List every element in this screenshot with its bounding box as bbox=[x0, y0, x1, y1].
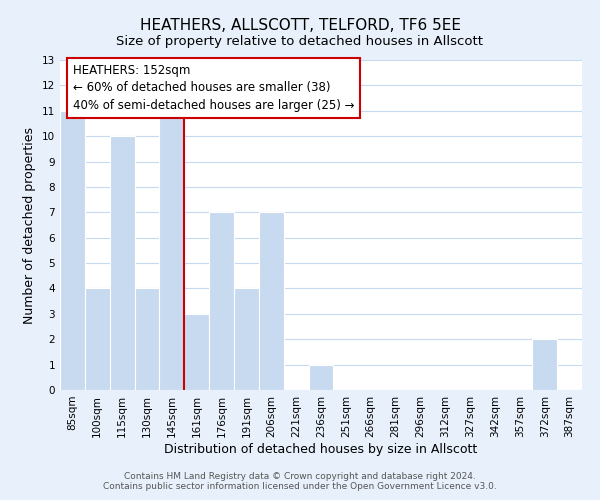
Bar bbox=[134, 288, 160, 390]
Bar bbox=[308, 364, 334, 390]
Bar bbox=[160, 111, 184, 390]
Bar bbox=[209, 212, 234, 390]
Text: HEATHERS, ALLSCOTT, TELFORD, TF6 5EE: HEATHERS, ALLSCOTT, TELFORD, TF6 5EE bbox=[139, 18, 461, 32]
Text: Size of property relative to detached houses in Allscott: Size of property relative to detached ho… bbox=[116, 35, 484, 48]
Bar bbox=[110, 136, 134, 390]
Bar bbox=[85, 288, 110, 390]
Bar bbox=[184, 314, 209, 390]
Bar bbox=[60, 111, 85, 390]
Bar bbox=[532, 339, 557, 390]
X-axis label: Distribution of detached houses by size in Allscott: Distribution of detached houses by size … bbox=[164, 442, 478, 456]
Text: Contains HM Land Registry data © Crown copyright and database right 2024.: Contains HM Land Registry data © Crown c… bbox=[124, 472, 476, 481]
Bar bbox=[259, 212, 284, 390]
Bar bbox=[234, 288, 259, 390]
Text: HEATHERS: 152sqm
← 60% of detached houses are smaller (38)
40% of semi-detached : HEATHERS: 152sqm ← 60% of detached house… bbox=[73, 64, 355, 112]
Y-axis label: Number of detached properties: Number of detached properties bbox=[23, 126, 37, 324]
Text: Contains public sector information licensed under the Open Government Licence v3: Contains public sector information licen… bbox=[103, 482, 497, 491]
